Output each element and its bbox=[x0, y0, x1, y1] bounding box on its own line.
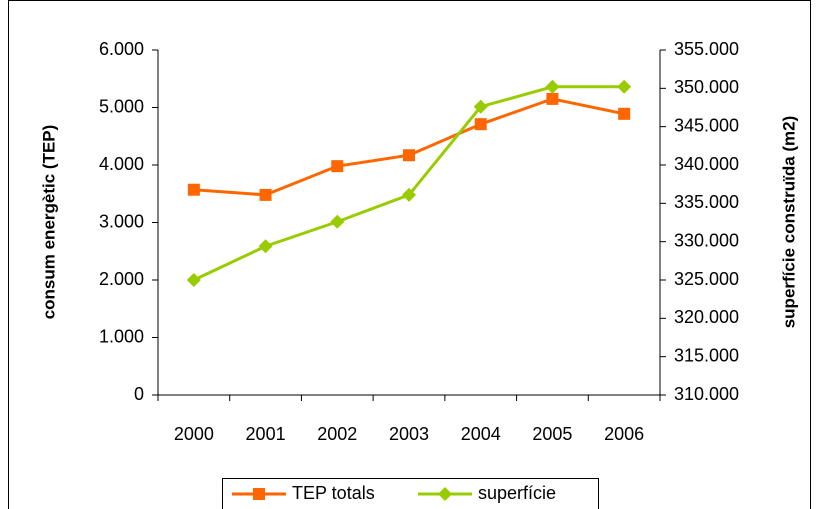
y2-tick-label: 330.000 bbox=[674, 230, 739, 250]
y2-tick-label: 340.000 bbox=[674, 154, 739, 174]
data-point bbox=[330, 214, 345, 229]
y-tick-label: 2.000 bbox=[99, 269, 144, 289]
x-tick-label: 2006 bbox=[604, 424, 644, 444]
y-axis-label: consum energètic (TEP) bbox=[39, 125, 58, 320]
x-tick-label: 2002 bbox=[317, 424, 357, 444]
y-tick-label: 3.000 bbox=[99, 211, 144, 231]
data-point bbox=[546, 92, 559, 105]
x-tick-label: 2003 bbox=[389, 424, 429, 444]
legend-label: superfície bbox=[478, 483, 556, 503]
y-tick-label: 6.000 bbox=[99, 39, 144, 59]
y2-tick-label: 325.000 bbox=[674, 269, 739, 289]
y2-tick-label: 320.000 bbox=[674, 307, 739, 327]
y-tick-label: 1.000 bbox=[99, 326, 144, 346]
data-point bbox=[474, 118, 487, 131]
chart-border bbox=[8, 0, 811, 509]
data-point bbox=[187, 183, 200, 196]
legend-marker bbox=[438, 487, 452, 501]
x-tick-label: 2004 bbox=[461, 424, 501, 444]
data-point bbox=[617, 79, 632, 94]
data-point bbox=[403, 149, 415, 162]
legend-label: TEP totals bbox=[292, 483, 375, 503]
y2-tick-label: 315.000 bbox=[674, 345, 739, 365]
y2-tick-label: 345.000 bbox=[674, 115, 739, 135]
data-point bbox=[402, 187, 416, 202]
legend-marker bbox=[253, 488, 265, 500]
data-point bbox=[545, 79, 560, 94]
data-point bbox=[258, 239, 273, 254]
data-point bbox=[473, 99, 488, 114]
x-tick-label: 2001 bbox=[246, 424, 286, 444]
data-point bbox=[186, 273, 201, 287]
y2-tick-label: 310.000 bbox=[674, 384, 739, 404]
y2-tick-label: 335.000 bbox=[674, 192, 739, 212]
y2-axis-label: superfície construïda (m2) bbox=[779, 116, 798, 329]
y2-tick-label: 350.000 bbox=[674, 77, 739, 97]
data-point bbox=[618, 107, 631, 120]
y-tick-label: 5.000 bbox=[99, 96, 144, 116]
y2-tick-label: 355.000 bbox=[674, 39, 739, 59]
x-tick-label: 2005 bbox=[532, 424, 572, 444]
data-point bbox=[259, 188, 272, 201]
x-tick-label: 2000 bbox=[174, 424, 214, 444]
data-point bbox=[331, 160, 344, 173]
y-tick-label: 0 bbox=[134, 384, 144, 404]
y-tick-label: 4.000 bbox=[99, 154, 144, 174]
